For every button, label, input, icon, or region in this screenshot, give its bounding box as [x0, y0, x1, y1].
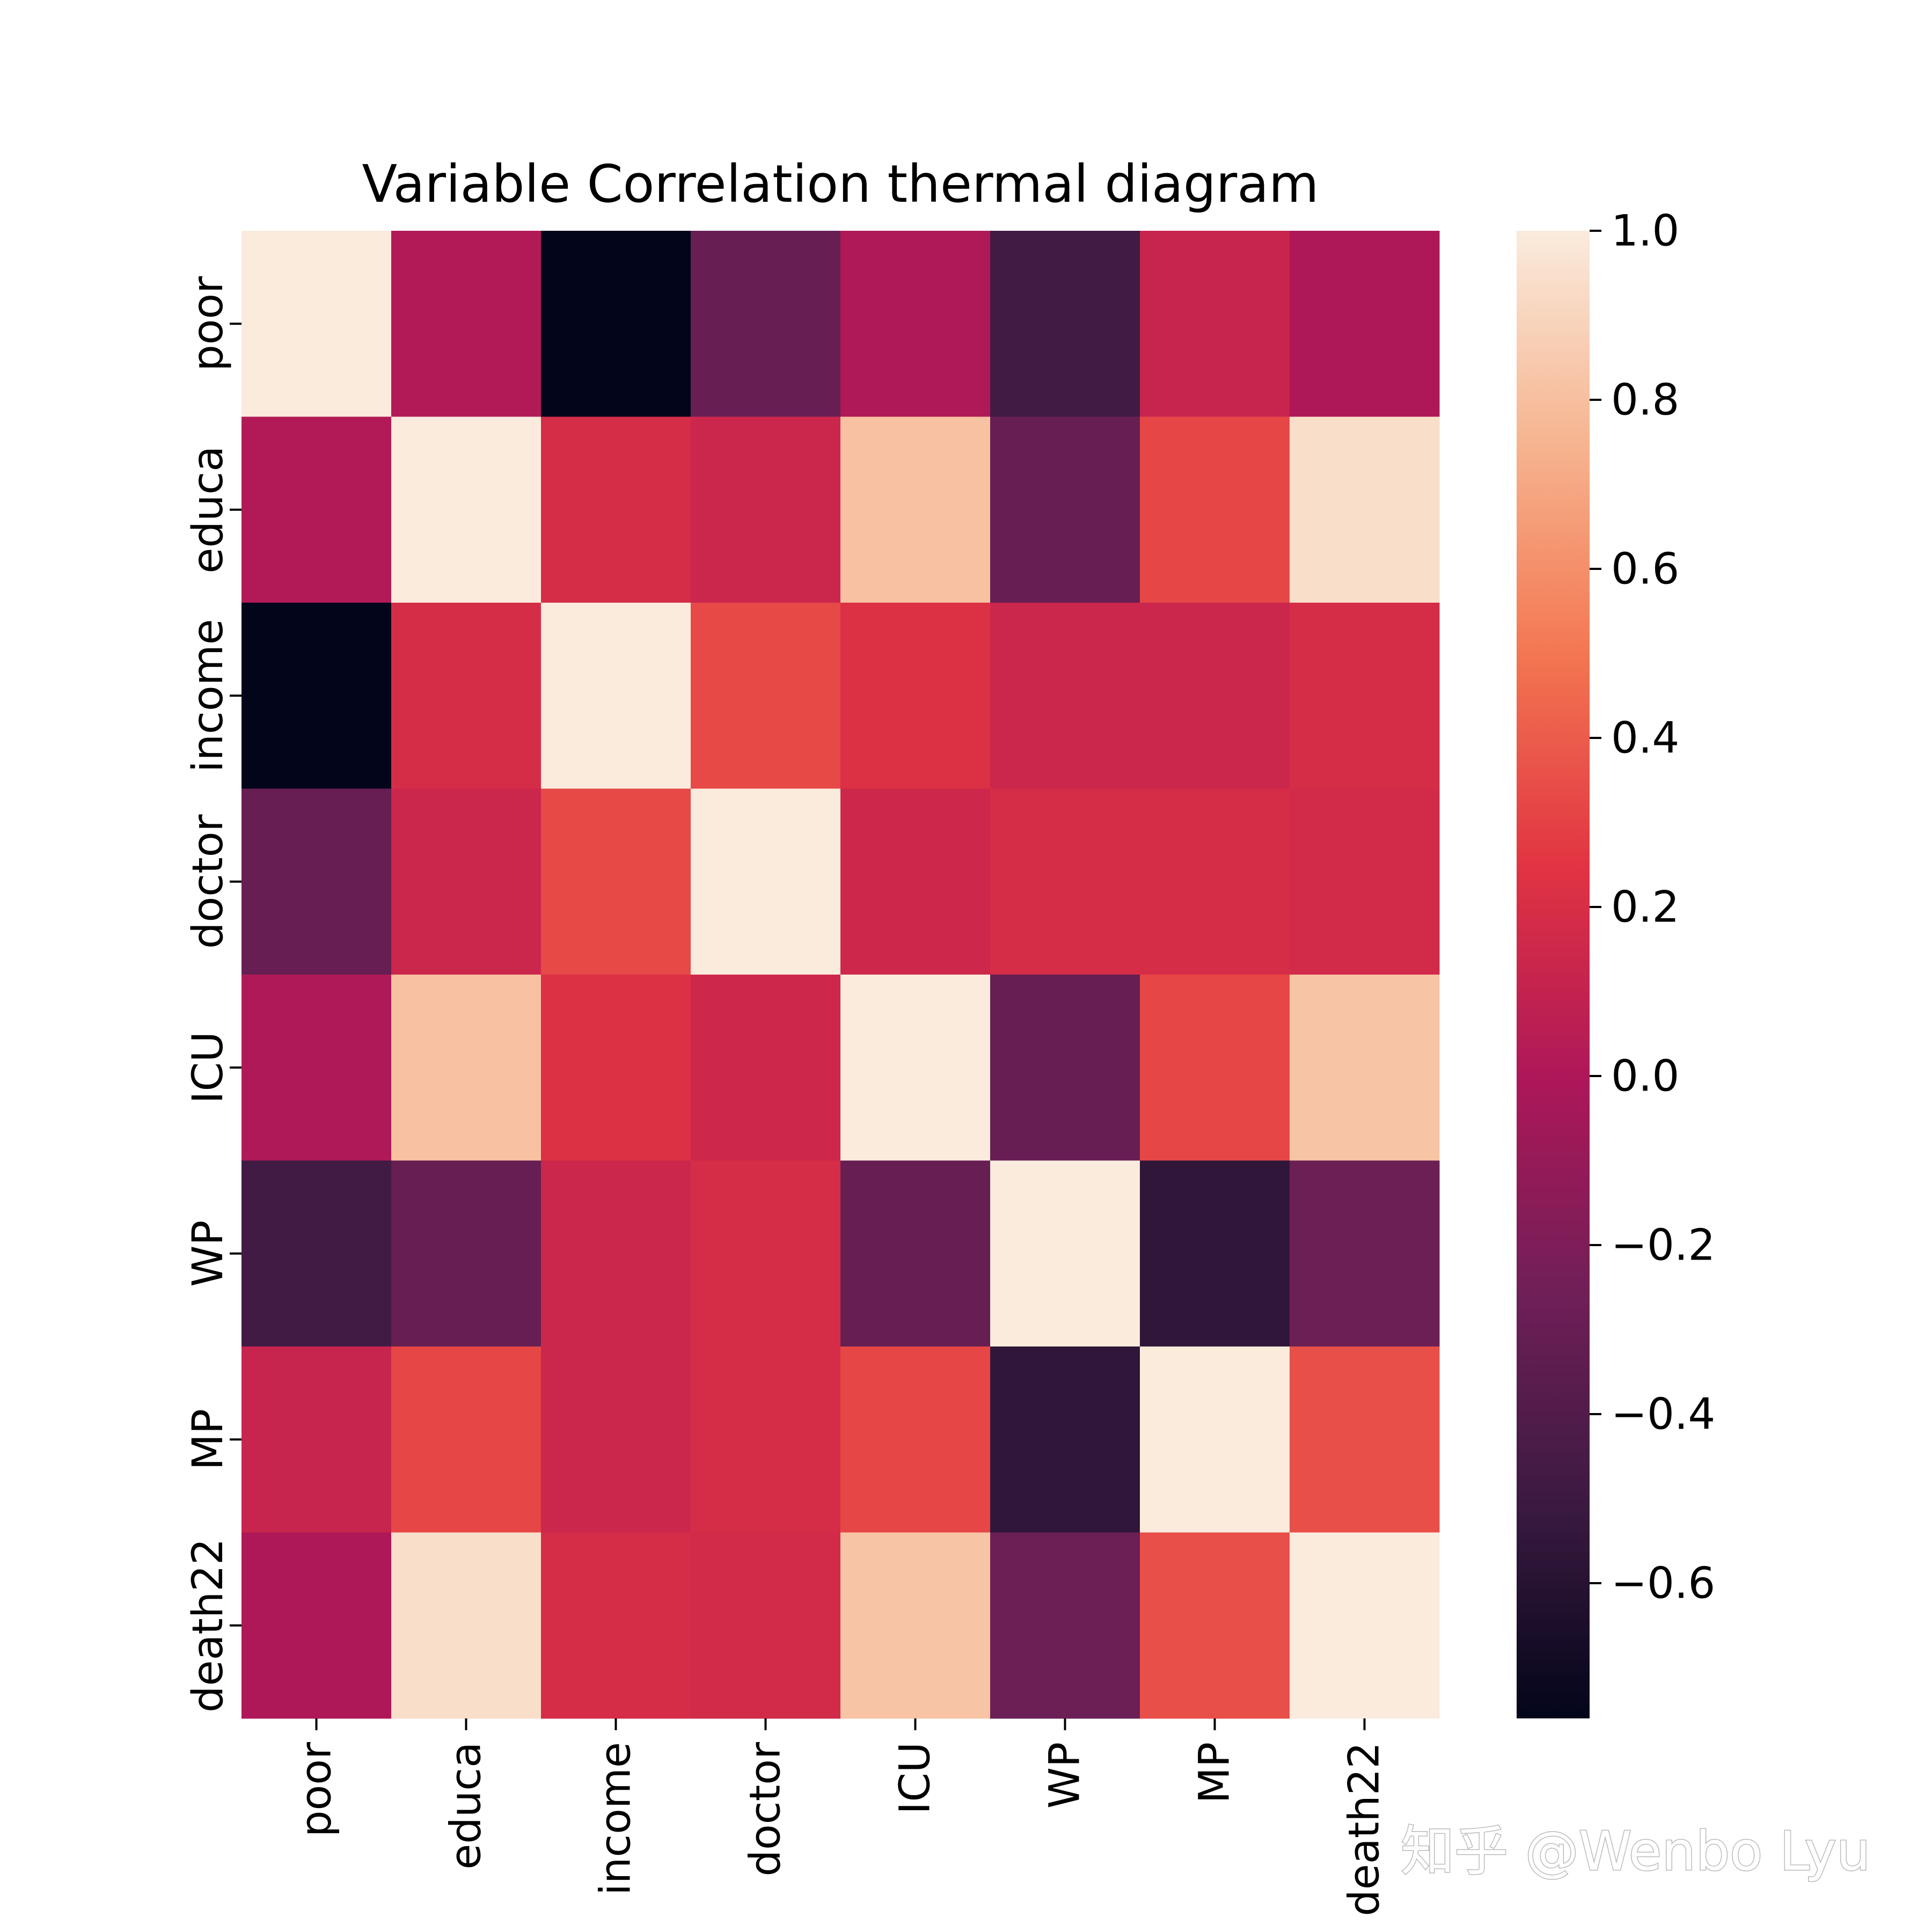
heatmap-cell-income-WP: [990, 603, 1140, 789]
heatmap-cell-MP-poor: [241, 1346, 392, 1533]
heatmap-cell-ICU-WP: [990, 975, 1140, 1161]
x-tick-label: educa: [442, 1742, 491, 1870]
heatmap-cell-WP-income: [541, 1160, 691, 1347]
heatmap-cell-WP-educa: [391, 1160, 541, 1347]
x-tick-label: death22: [1341, 1742, 1389, 1916]
heatmap-cell-income-MP: [1140, 603, 1290, 789]
heatmap-cell-income-ICU: [840, 603, 991, 789]
heatmap-cell-educa-educa: [391, 416, 541, 603]
colorbar-tick-label: −0.2: [1611, 1220, 1715, 1270]
y-tick-label: educa: [184, 446, 232, 574]
heatmap-cell-income-death22: [1290, 603, 1440, 789]
chart-title: Variable Correlation thermal diagram: [362, 154, 1319, 214]
heatmap-cell-poor-educa: [391, 231, 541, 417]
x-tick-label: poor: [292, 1741, 341, 1837]
heatmap-cell-educa-death22: [1290, 416, 1440, 603]
colorbar-tick-label: 0.0: [1611, 1051, 1679, 1101]
y-tick-label: ICU: [184, 1031, 232, 1104]
heatmap-cell-educa-poor: [241, 416, 392, 603]
x-tick-label: ICU: [891, 1742, 940, 1814]
x-tick-label: WP: [1041, 1742, 1089, 1809]
heatmap-cell-educa-doctor: [691, 416, 841, 603]
heatmap-cell-death22-WP: [990, 1532, 1140, 1719]
heatmap-cell-educa-ICU: [840, 416, 991, 603]
colorbar-tick-label: 0.6: [1611, 544, 1679, 594]
heatmap-cell-MP-death22: [1290, 1346, 1440, 1533]
colorbar-gradient: [1517, 231, 1590, 1718]
heatmap-cell-ICU-death22: [1290, 975, 1440, 1161]
heatmap-cell-educa-income: [541, 416, 691, 603]
watermark: 知乎 @Wenbo Lyu: [1401, 1820, 1870, 1883]
heatmap-cell-poor-doctor: [691, 231, 841, 417]
heatmap-cell-doctor-WP: [990, 788, 1140, 975]
heatmap-cell-poor-WP: [990, 231, 1140, 417]
colorbar-tick-label: 0.2: [1611, 882, 1679, 932]
colorbar-ticks: 1.0 0.8 0.6 0.4 0.2 0.0 −0.2 −0.4 −0.6: [1590, 206, 1715, 1608]
x-tick-label: income: [592, 1742, 640, 1896]
y-tick-label: doctor: [184, 814, 232, 949]
heatmap-cell-doctor-death22: [1290, 788, 1440, 975]
heatmap-cell-WP-ICU: [840, 1160, 991, 1347]
heatmap-cell-ICU-educa: [391, 975, 541, 1161]
heatmap-cell-poor-income: [541, 231, 691, 417]
heatmap-cell-educa-WP: [990, 416, 1140, 603]
heatmap-cell-income-doctor: [691, 603, 841, 789]
heatmap-cell-death22-death22: [1290, 1532, 1440, 1719]
heatmap-cell-ICU-poor: [241, 975, 392, 1161]
heatmap-cell-death22-educa: [391, 1532, 541, 1719]
heatmap-cell-poor-MP: [1140, 231, 1290, 417]
heatmap-cell-WP-MP: [1140, 1160, 1290, 1347]
heatmap-cell-ICU-MP: [1140, 975, 1290, 1161]
heatmap-cell-educa-MP: [1140, 416, 1290, 603]
heatmap-cell-doctor-income: [541, 788, 691, 975]
x-tick-label: doctor: [742, 1741, 790, 1876]
plot-title-group: Variable Correlation thermal diagram: [362, 154, 1319, 214]
heatmap-cell-doctor-educa: [391, 788, 541, 975]
x-tick-label: MP: [1191, 1742, 1239, 1803]
heatmap-cell-ICU-doctor: [691, 975, 841, 1161]
heatmap-cell-death22-doctor: [691, 1532, 841, 1719]
y-tick-label: death22: [184, 1538, 232, 1713]
colorbar-tick-label: −0.6: [1611, 1558, 1715, 1608]
heatmap-cell-WP-death22: [1290, 1160, 1440, 1347]
heatmap-cell-MP-WP: [990, 1346, 1140, 1533]
colorbar-tick-label: 0.4: [1611, 713, 1679, 763]
heatmap-cell-doctor-ICU: [840, 788, 991, 975]
colorbar-tick-label: 1.0: [1611, 206, 1679, 256]
heatmap-cell-death22-MP: [1140, 1532, 1290, 1719]
heatmap-cell-poor-death22: [1290, 231, 1440, 417]
heatmap-cell-WP-doctor: [691, 1160, 841, 1347]
heatmap-cell-MP-income: [541, 1346, 691, 1533]
heatmap-cells: [241, 231, 1440, 1719]
y-tick-label: poor: [184, 276, 232, 371]
heatmap-cell-doctor-MP: [1140, 788, 1290, 975]
colorbar: [1517, 231, 1590, 1718]
heatmap-cell-death22-poor: [241, 1532, 392, 1719]
heatmap-cell-poor-poor: [241, 231, 392, 417]
heatmap-cell-MP-MP: [1140, 1346, 1290, 1533]
heatmap-cell-income-poor: [241, 603, 392, 789]
heatmap-cell-death22-income: [541, 1532, 691, 1719]
heatmap-cell-death22-ICU: [840, 1532, 991, 1719]
y-tick-label: WP: [184, 1220, 232, 1287]
heatmap-cell-ICU-ICU: [840, 975, 991, 1161]
heatmap-cell-WP-WP: [990, 1160, 1140, 1347]
heatmap-cell-poor-ICU: [840, 231, 991, 417]
heatmap-cell-MP-doctor: [691, 1346, 841, 1533]
heatmap-cell-MP-ICU: [840, 1346, 991, 1533]
heatmap-cell-income-educa: [391, 603, 541, 789]
colorbar-tick-label: −0.4: [1611, 1389, 1715, 1439]
x-axis: poor educa income doctor ICU WP MP death22: [292, 1718, 1389, 1916]
y-tick-label: MP: [184, 1409, 232, 1470]
heatmap-cell-WP-poor: [241, 1160, 392, 1347]
heatmap-cell-ICU-income: [541, 975, 691, 1161]
y-axis: poor educa income doctor ICU WP MP death22: [184, 276, 241, 1713]
heatmap-cell-doctor-doctor: [691, 788, 841, 975]
heatmap-cell-MP-educa: [391, 1346, 541, 1533]
heatmap-cell-income-income: [541, 603, 691, 789]
colorbar-tick-label: 0.8: [1611, 375, 1679, 425]
heatmap-cell-doctor-poor: [241, 788, 392, 975]
y-tick-label: income: [184, 619, 232, 772]
